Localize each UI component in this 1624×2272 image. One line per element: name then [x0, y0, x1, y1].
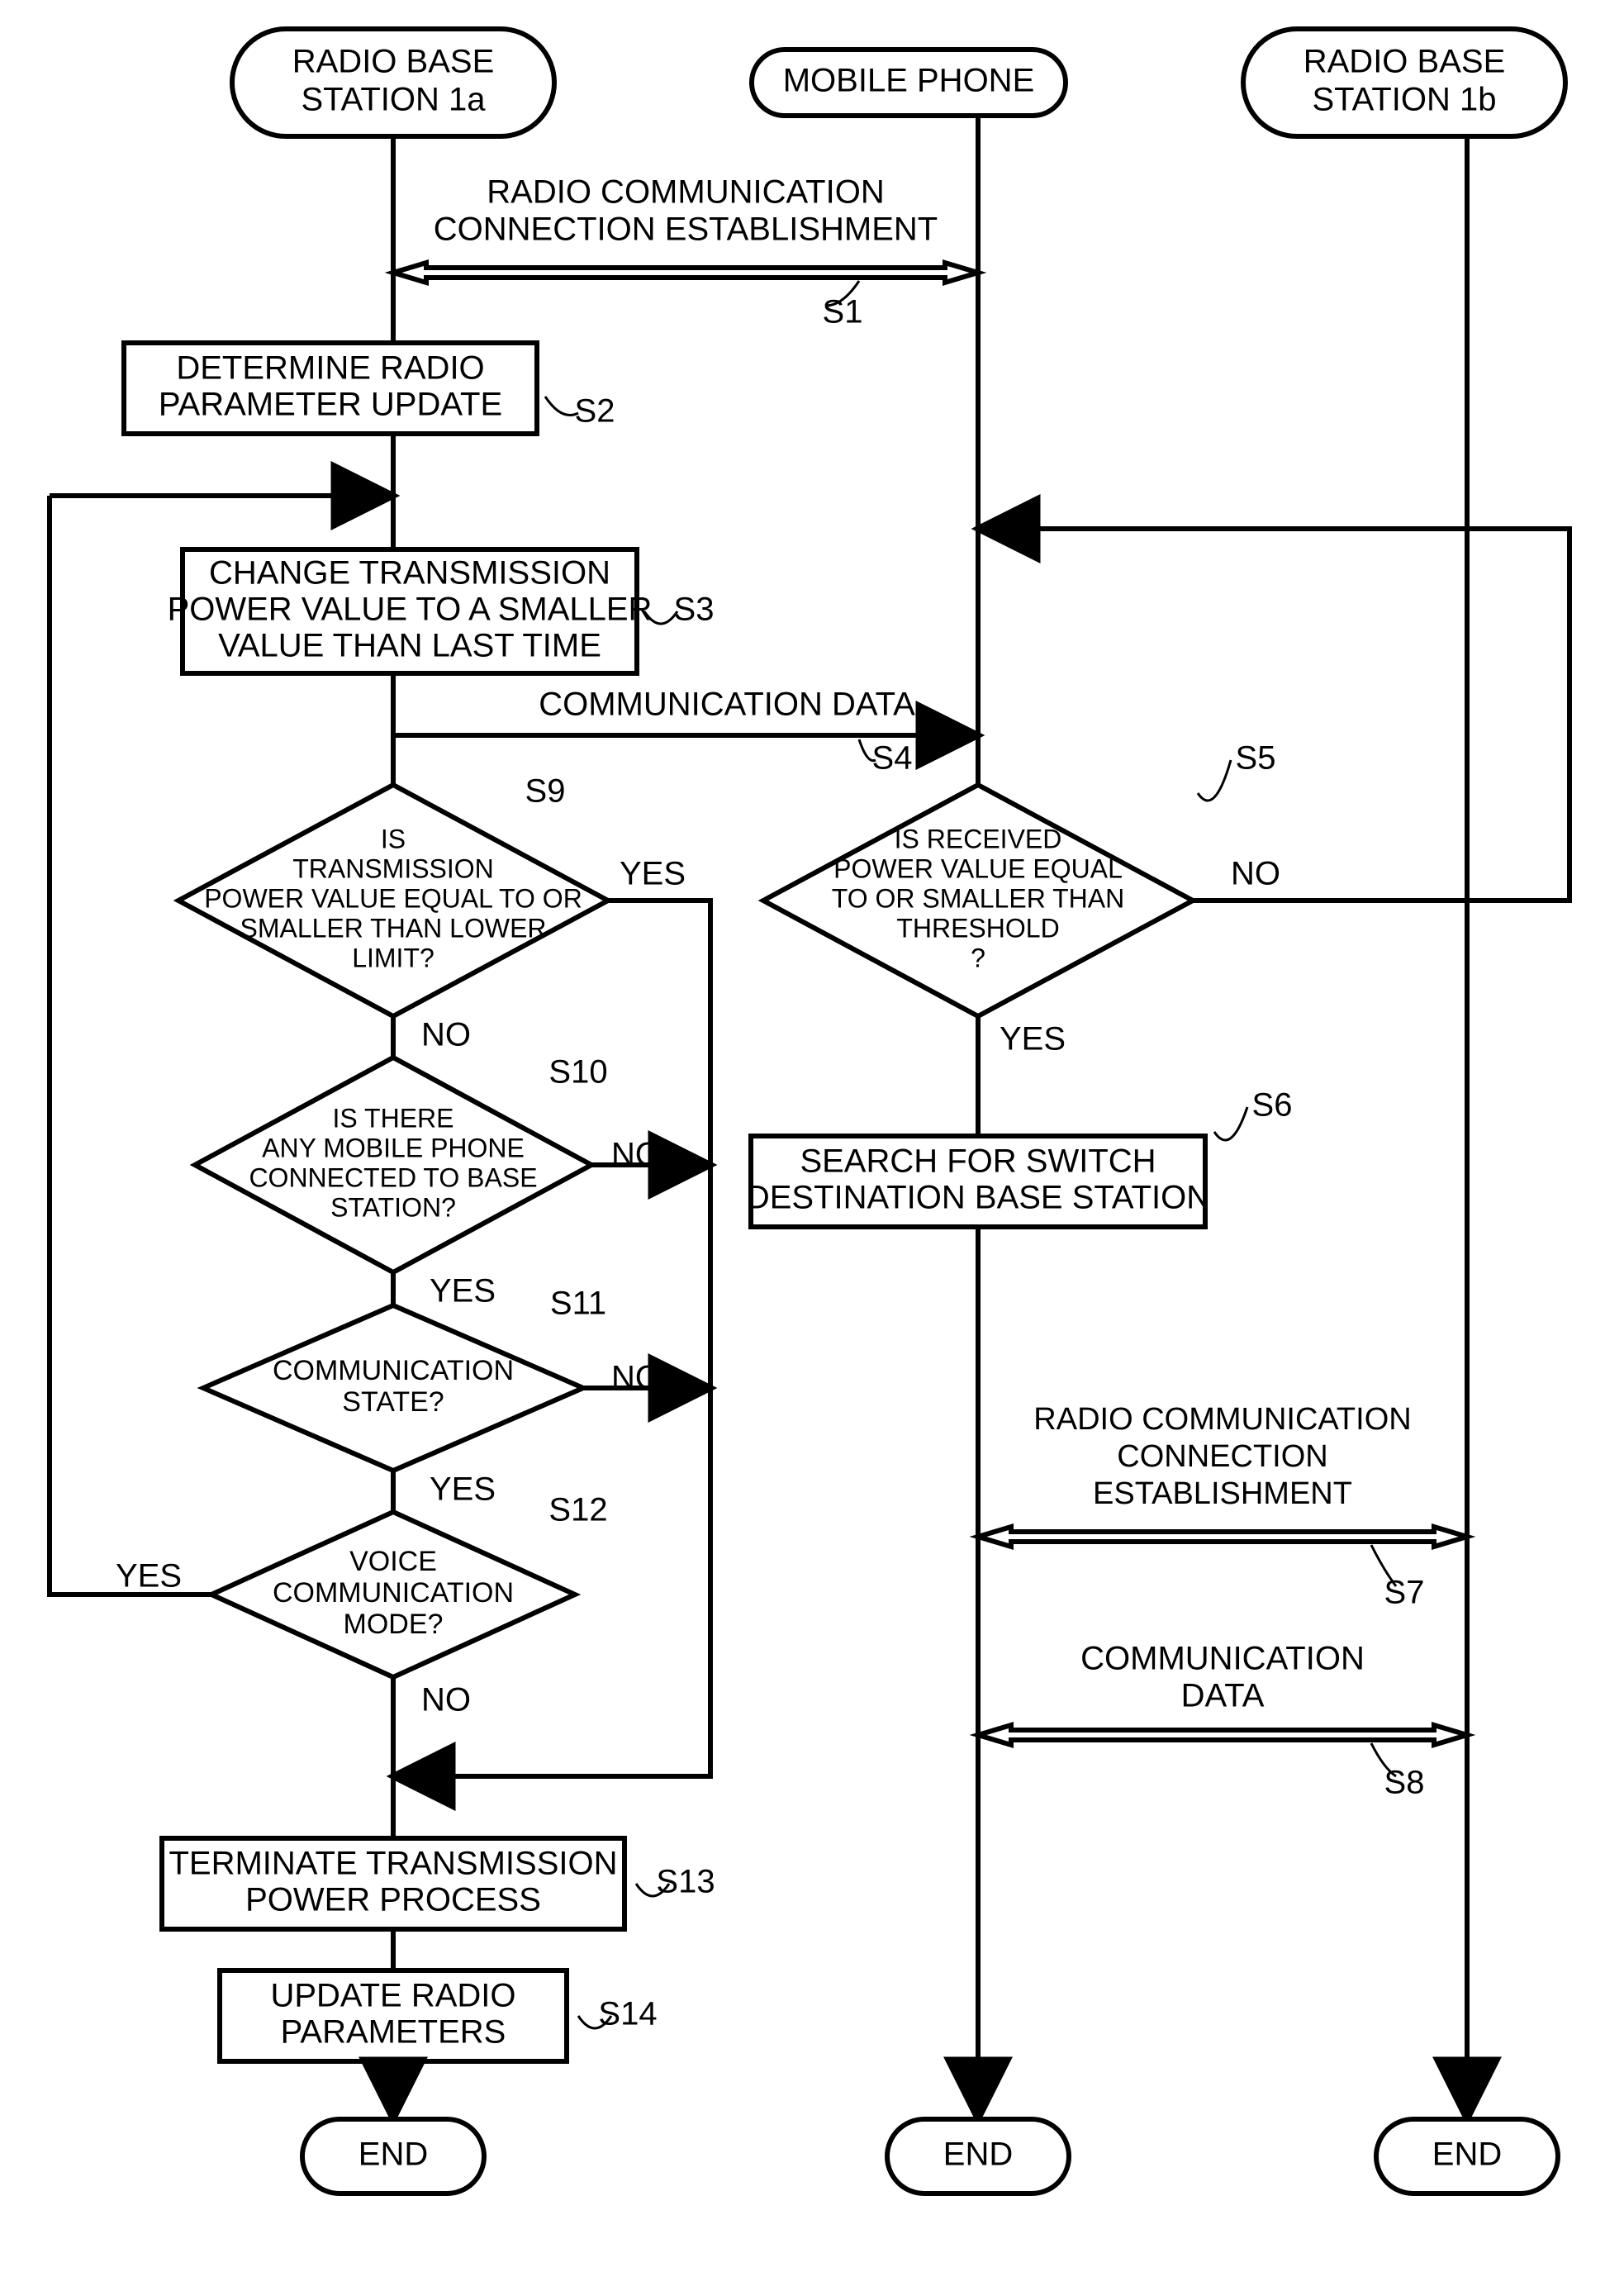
svg-text:DATA: DATA	[1181, 1678, 1265, 1714]
svg-text:RADIO COMMUNICATION: RADIO COMMUNICATION	[487, 174, 884, 211]
svg-text:STATION 1a: STATION 1a	[301, 82, 486, 118]
svg-text:POWER PROCESS: POWER PROCESS	[245, 1882, 541, 1918]
svg-text:SMALLER THAN LOWER: SMALLER THAN LOWER	[240, 913, 546, 943]
svg-text:COMMUNICATION: COMMUNICATION	[273, 1577, 514, 1609]
svg-text:NO: NO	[421, 1017, 471, 1053]
terminal-station-1a: RADIO BASESTATION 1a	[232, 29, 554, 136]
svg-text:END: END	[359, 2137, 428, 2173]
msg-s8-data	[978, 1725, 1467, 1745]
svg-text:STATE?: STATE?	[342, 1386, 444, 1418]
svg-text:CONNECTION: CONNECTION	[1117, 1439, 1327, 1474]
process-s6: SEARCH FOR SWITCHDESTINATION BASE STATIO…	[746, 1136, 1210, 1227]
svg-text:ANY MOBILE PHONE: ANY MOBILE PHONE	[262, 1133, 525, 1162]
decision-s9: ISTRANSMISSIONPOWER VALUE EQUAL TO ORSMA…	[178, 785, 608, 1016]
svg-text:S10: S10	[548, 1054, 607, 1091]
svg-text:DETERMINE RADIO: DETERMINE RADIO	[176, 350, 484, 387]
svg-text:UPDATE RADIO: UPDATE RADIO	[270, 1978, 515, 2014]
decision-s10: IS THEREANY MOBILE PHONECONNECTED TO BAS…	[195, 1058, 591, 1272]
terminal-end-b: END	[1376, 2119, 1558, 2194]
decision-s11: COMMUNICATIONSTATE?	[203, 1305, 583, 1471]
svg-text:IS RECEIVED: IS RECEIVED	[895, 824, 1062, 853]
svg-text:THRESHOLD: THRESHOLD	[896, 913, 1059, 943]
svg-text:YES: YES	[1000, 1021, 1066, 1058]
svg-text:COMMUNICATION DATA: COMMUNICATION DATA	[539, 687, 915, 723]
svg-text:YES: YES	[116, 1558, 182, 1595]
svg-text:IS THERE: IS THERE	[333, 1103, 454, 1133]
decision-s12: VOICECOMMUNICATIONMODE?	[211, 1512, 575, 1677]
terminal-mobile-phone: MOBILE PHONE	[752, 50, 1066, 116]
svg-text:S11: S11	[550, 1286, 606, 1322]
svg-text:ESTABLISHMENT: ESTABLISHMENT	[1093, 1476, 1352, 1511]
svg-text:DESTINATION BASE STATION: DESTINATION BASE STATION	[746, 1180, 1210, 1216]
svg-text:?: ?	[971, 943, 985, 972]
msg-s7-connection	[978, 1527, 1467, 1547]
svg-text:TO OR SMALLER THAN: TO OR SMALLER THAN	[832, 883, 1124, 913]
svg-text:END: END	[1432, 2137, 1502, 2173]
svg-text:VALUE THAN LAST TIME: VALUE THAN LAST TIME	[218, 628, 601, 664]
svg-text:STATION?: STATION?	[330, 1192, 456, 1222]
svg-text:CONNECTION ESTABLISHMENT: CONNECTION ESTABLISHMENT	[434, 212, 938, 248]
svg-text:S12: S12	[548, 1492, 607, 1528]
svg-text:YES: YES	[430, 1471, 496, 1508]
svg-text:COMMUNICATION: COMMUNICATION	[1080, 1641, 1365, 1677]
svg-text:PARAMETERS: PARAMETERS	[281, 2014, 506, 2051]
svg-text:LIMIT?: LIMIT?	[352, 943, 434, 972]
svg-text:SEARCH FOR SWITCH: SEARCH FOR SWITCH	[800, 1143, 1156, 1180]
svg-text:MODE?: MODE?	[344, 1609, 444, 1640]
svg-text:POWER VALUE EQUAL: POWER VALUE EQUAL	[833, 853, 1123, 883]
process-s3: CHANGE TRANSMISSIONPOWER VALUE TO A SMAL…	[168, 549, 653, 673]
msg-s1-connection	[393, 263, 978, 283]
svg-text:RADIO BASE: RADIO BASE	[292, 44, 495, 80]
svg-text:RADIO COMMUNICATION: RADIO COMMUNICATION	[1033, 1402, 1411, 1437]
decision-s5: IS RECEIVEDPOWER VALUE EQUALTO OR SMALLE…	[763, 785, 1193, 1016]
process-s2: DETERMINE RADIOPARAMETER UPDATE	[124, 343, 537, 434]
svg-text:S4: S4	[872, 740, 913, 777]
svg-text:POWER VALUE TO A SMALLER: POWER VALUE TO A SMALLER	[168, 592, 653, 628]
svg-text:CHANGE TRANSMISSION: CHANGE TRANSMISSION	[209, 555, 610, 592]
svg-text:STATION 1b: STATION 1b	[1312, 82, 1496, 118]
svg-text:TRANSMISSION: TRANSMISSION	[292, 853, 494, 883]
process-s13: TERMINATE TRANSMISSIONPOWER PROCESS	[162, 1838, 624, 1929]
terminal-station-1b: RADIO BASESTATION 1b	[1243, 29, 1565, 136]
svg-text:YES: YES	[430, 1273, 496, 1309]
svg-text:MOBILE PHONE: MOBILE PHONE	[783, 63, 1035, 99]
terminal-end-a: END	[302, 2119, 484, 2194]
svg-text:TERMINATE TRANSMISSION: TERMINATE TRANSMISSION	[169, 1846, 617, 1882]
svg-text:POWER VALUE EQUAL TO OR: POWER VALUE EQUAL TO OR	[204, 883, 582, 913]
svg-text:S1: S1	[823, 294, 863, 330]
terminal-end-m: END	[887, 2119, 1069, 2194]
svg-text:S8: S8	[1384, 1765, 1425, 1801]
svg-text:NO: NO	[1231, 856, 1280, 892]
svg-text:COMMUNICATION: COMMUNICATION	[273, 1355, 514, 1386]
svg-text:S14: S14	[598, 1996, 657, 2032]
svg-text:S7: S7	[1384, 1575, 1425, 1611]
svg-text:S5: S5	[1236, 740, 1276, 777]
flowchart-diagram: RADIO BASESTATION 1aMOBILE PHONERADIO BA…	[0, 0, 1624, 2272]
svg-text:S6: S6	[1252, 1087, 1293, 1124]
svg-text:IS: IS	[381, 824, 406, 853]
svg-text:RADIO BASE: RADIO BASE	[1303, 44, 1506, 80]
svg-text:S13: S13	[656, 1864, 715, 1900]
svg-text:S2: S2	[575, 393, 615, 430]
svg-text:S3: S3	[674, 592, 715, 628]
svg-text:NO: NO	[421, 1682, 471, 1718]
svg-text:YES: YES	[620, 856, 686, 892]
svg-text:END: END	[943, 2137, 1013, 2173]
svg-text:VOICE: VOICE	[349, 1546, 437, 1577]
svg-text:S9: S9	[525, 773, 566, 810]
svg-text:PARAMETER UPDATE: PARAMETER UPDATE	[159, 387, 502, 423]
svg-text:CONNECTED TO BASE: CONNECTED TO BASE	[249, 1162, 537, 1192]
process-s14: UPDATE RADIOPARAMETERS	[220, 1970, 567, 2061]
